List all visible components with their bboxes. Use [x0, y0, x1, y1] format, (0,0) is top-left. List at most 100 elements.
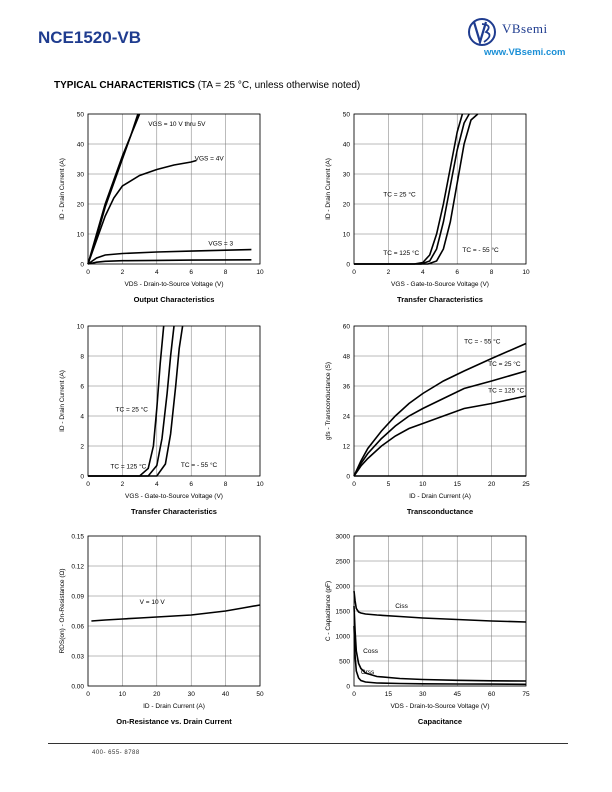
y-tick-label: 40	[77, 141, 85, 148]
y-tick-label: 36	[343, 383, 351, 390]
y-tick-label: 0	[80, 261, 84, 268]
x-tick-label: 30	[419, 691, 427, 698]
y-tick-label: 8	[80, 353, 84, 360]
annotation-label: TC = 125 °C	[110, 463, 146, 471]
y-tick-label: 30	[343, 171, 351, 178]
y-tick-label: 12	[343, 443, 351, 450]
x-tick-label: 10	[256, 269, 264, 276]
y-tick-label: 2	[80, 443, 84, 450]
y-tick-label: 2000	[336, 583, 351, 590]
y-tick-label: 0	[346, 683, 350, 690]
x-tick-label: 0	[352, 269, 356, 276]
x-tick-label: 4	[155, 481, 159, 488]
y-tick-label: 0.00	[71, 683, 84, 690]
series-line-1	[353, 370, 527, 477]
y-tick-label: 40	[343, 141, 351, 148]
brand-name: VBsemi	[502, 21, 548, 36]
x-tick-label: 6	[189, 481, 193, 488]
series-line-4	[87, 259, 252, 265]
y-axis-label: ID - Drain Current (A)	[325, 158, 332, 220]
y-tick-label: 0.06	[71, 623, 84, 630]
y-tick-label: 0	[80, 473, 84, 480]
x-tick-label: 0	[352, 691, 356, 698]
footer-phone: 400- 655- 8788	[92, 750, 140, 756]
x-tick-label: 8	[224, 481, 228, 488]
annotation-label: TC = 125 °C	[383, 249, 419, 257]
x-tick-label: 5	[387, 481, 391, 488]
y-tick-label: 48	[343, 353, 351, 360]
series-line-3	[87, 248, 252, 265]
chart-caption: Transfer Characteristics	[131, 507, 217, 516]
chart-transfer-characteristics-1: 0 2 4 6 8 10 0 10 20 30 40 50 TC = 25 °C TC = 125 °C T…	[325, 111, 530, 304]
series-line-0	[91, 604, 261, 622]
annotation-label: VGS = 10 V thru 5V	[148, 121, 206, 128]
annotation-label: TC = - 55 °C	[181, 461, 218, 469]
x-tick-label: 8	[490, 269, 494, 276]
chart-caption: On-Resistance vs. Drain Current	[116, 717, 232, 726]
x-tick-label: 4	[155, 269, 159, 276]
chart-caption: Transfer Characteristics	[397, 295, 483, 304]
vbsemi-logo-icon	[468, 18, 496, 46]
part-number: NCE1520-VB	[38, 28, 141, 47]
series-line-2	[354, 113, 479, 265]
x-tick-label: 0	[86, 481, 90, 488]
x-tick-label: 25	[522, 481, 530, 488]
y-axis-label: C - Capacitance (pF)	[325, 581, 332, 641]
x-tick-label: 50	[256, 691, 264, 698]
x-tick-label: 6	[455, 269, 459, 276]
x-tick-label: 6	[189, 269, 193, 276]
annotation-label: TC = 125 °C	[488, 386, 524, 394]
x-axis-label: VDS - Drain-to-Source Voltage (V)	[125, 281, 224, 288]
x-tick-label: 15	[454, 481, 462, 488]
series-line-1	[353, 605, 527, 682]
x-tick-label: 45	[454, 691, 462, 698]
plot-frame	[87, 535, 261, 687]
y-tick-label: 24	[343, 413, 351, 420]
series-line-2	[88, 325, 184, 477]
y-tick-label: 4	[80, 413, 84, 420]
y-tick-label: 10	[77, 231, 85, 238]
x-axis-label: VDS - Drain-to-Source Voltage (V)	[391, 703, 490, 710]
x-tick-label: 0	[352, 481, 356, 488]
footer-rule	[48, 743, 568, 744]
annotation-label: V = 10 V	[140, 599, 166, 606]
chart-capacitance: 0 15 30 45 60 75 0 500 1000 1500 2000 2500 3000 Ciss C…	[325, 533, 530, 726]
x-tick-label: 10	[256, 481, 264, 488]
annotation-label: TC = 25 °C	[116, 406, 149, 414]
y-tick-label: 50	[77, 111, 85, 118]
chart-caption: Output Characteristics	[134, 295, 215, 304]
x-tick-label: 0	[86, 269, 90, 276]
x-tick-label: 60	[488, 691, 496, 698]
annotation-label: TC = 25 °C	[383, 191, 416, 199]
y-tick-label: 0.03	[71, 653, 84, 660]
y-tick-label: 500	[339, 658, 350, 665]
y-tick-label: 2500	[336, 558, 351, 565]
chart-caption: Transconductance	[407, 507, 473, 516]
annotation-label: Coss	[363, 648, 379, 655]
y-tick-label: 0.12	[71, 563, 84, 570]
series-line-2	[87, 159, 197, 265]
x-tick-label: 20	[488, 481, 496, 488]
x-axis-label: ID - Drain Current (A)	[409, 493, 471, 500]
annotation-label: TC = - 55 °C	[464, 338, 501, 346]
y-tick-label: 1000	[336, 633, 351, 640]
x-tick-label: 40	[222, 691, 230, 698]
y-tick-label: 1500	[336, 608, 351, 615]
series-line-0	[353, 342, 527, 477]
x-axis-label: ID - Drain Current (A)	[143, 703, 205, 710]
y-axis-label: ID - Drain Current (A)	[59, 158, 66, 220]
brand-logo: VBsemi www.VBsemi.com	[466, 16, 586, 62]
y-axis-label: gfs - Transconductance (S)	[325, 362, 332, 440]
x-tick-label: 4	[421, 269, 425, 276]
y-tick-label: 20	[77, 201, 85, 208]
x-tick-label: 2	[121, 269, 125, 276]
y-axis-label: ID - Drain Current (A)	[59, 370, 66, 432]
x-axis-label: VGS - Gate-to-Source Voltage (V)	[125, 493, 223, 500]
series-line-1	[354, 113, 470, 265]
y-tick-label: 10	[343, 231, 351, 238]
section-heading: TYPICAL CHARACTERISTICS (TA = 25 °C, unl…	[54, 80, 360, 91]
chart-transfer-characteristics-2: 0 2 4 6 8 10 0 2 4 6 8 10 TC = 25 °C TC = 125 °C TC = …	[59, 323, 264, 516]
x-tick-label: 10	[419, 481, 427, 488]
section-condition: (TA = 25 °C, unless otherwise noted)	[197, 80, 361, 91]
brand-url[interactable]: www.VBsemi.com	[484, 47, 566, 58]
